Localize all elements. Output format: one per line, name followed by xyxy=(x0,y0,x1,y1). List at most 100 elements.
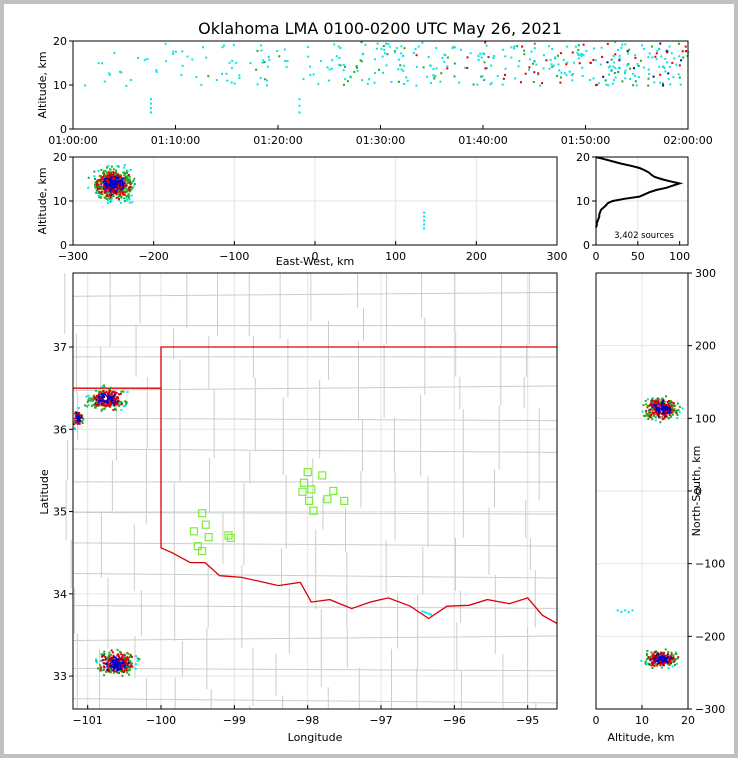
ew-height-source xyxy=(104,177,107,180)
plan-view-source xyxy=(73,417,76,420)
ew-height-source xyxy=(117,185,120,188)
ew-height-source xyxy=(104,179,107,182)
plan-view-xtick: −97 xyxy=(369,714,392,727)
time-height-source xyxy=(592,58,595,61)
ns-height-source xyxy=(664,405,667,408)
ew-height-source xyxy=(98,190,101,193)
plan-view-source xyxy=(120,663,123,666)
time-height-source xyxy=(554,56,557,59)
plan-view-source xyxy=(106,664,109,667)
ew-height-source xyxy=(104,181,107,183)
ew-height-source xyxy=(125,190,128,193)
time-height-source xyxy=(582,54,585,57)
ns-height-source xyxy=(668,658,671,660)
plan-view-source xyxy=(421,610,424,613)
ew-height-source xyxy=(101,193,104,196)
time-height-source xyxy=(263,61,266,64)
lma-station-marker xyxy=(224,531,233,540)
plan-view-source xyxy=(117,665,120,668)
plan-view-source xyxy=(134,667,137,670)
plan-view-source xyxy=(107,396,110,398)
ew-height-source xyxy=(109,200,112,203)
time-height-source xyxy=(129,79,132,81)
plan-view-source xyxy=(77,407,80,409)
time-height-source xyxy=(666,61,669,64)
plan-view-source xyxy=(125,667,128,670)
ew-height-source xyxy=(121,177,124,180)
ns-height-source xyxy=(676,417,679,420)
ns-height-source xyxy=(647,415,650,418)
time-height-source xyxy=(484,67,487,70)
time-height-source xyxy=(256,83,259,86)
ns-height-source xyxy=(652,658,655,661)
ns-height-panel: 0 10 20−300 −200 −100 0 100 200 300 North-South,… xyxy=(593,267,726,744)
plan-view-source xyxy=(84,404,87,407)
plan-view-xtick: −101 xyxy=(73,714,103,727)
time-height-source xyxy=(382,71,384,74)
ns-height-source xyxy=(667,403,670,406)
time-height-source xyxy=(677,73,680,76)
ns-height-source xyxy=(660,404,663,407)
plan-view-source xyxy=(97,396,100,399)
plan-view-source xyxy=(120,408,123,411)
plan-view-source xyxy=(100,409,103,412)
plan-view-source xyxy=(77,419,79,422)
plan-view-source xyxy=(76,421,79,424)
time-height-source xyxy=(579,53,581,56)
ns-height-source xyxy=(676,657,679,660)
time-height-source xyxy=(678,55,681,58)
ew-height-source xyxy=(111,177,114,180)
histogram-xtick: 0 xyxy=(593,250,600,263)
ew-height-source xyxy=(128,181,131,184)
ns-height-source xyxy=(646,406,649,409)
plan-view-source xyxy=(103,654,106,657)
time-height-source xyxy=(333,43,336,46)
time-height-source xyxy=(309,73,312,76)
plan-view-source xyxy=(121,654,124,656)
plan-view-source xyxy=(115,401,118,404)
ns-height-source xyxy=(651,663,654,666)
plan-view-source xyxy=(121,659,124,662)
plan-view-source xyxy=(78,422,81,425)
ew-height-source xyxy=(108,189,111,191)
plan-view-source xyxy=(79,419,82,422)
time-height-source xyxy=(228,61,231,64)
time-height-source xyxy=(581,75,584,77)
plan-view-source xyxy=(76,411,79,414)
plan-view-source xyxy=(114,664,117,667)
plan-view-source xyxy=(111,659,114,662)
time-height-source xyxy=(375,47,378,50)
ns-height-source xyxy=(659,421,662,424)
time-height-source xyxy=(143,58,146,61)
ew-height-source xyxy=(106,180,109,183)
plan-view-source xyxy=(116,666,119,669)
time-height-source xyxy=(394,51,397,54)
ew-height-ylabel: Altitude, km xyxy=(36,167,49,234)
ew-height-source xyxy=(99,193,102,196)
time-height-source xyxy=(577,48,580,51)
plan-view-source xyxy=(112,395,115,398)
plan-view-source xyxy=(99,664,102,667)
ew-height-source xyxy=(100,168,103,171)
plan-view-source xyxy=(116,670,118,673)
time-height-source xyxy=(548,45,550,48)
ns-height-source xyxy=(654,401,656,404)
time-height-source xyxy=(599,63,602,66)
plan-view-source xyxy=(127,658,130,661)
time-height-source xyxy=(317,83,320,86)
ew-height-source xyxy=(119,194,122,197)
plan-view-source xyxy=(106,656,109,659)
time-height-source xyxy=(636,63,639,66)
ns-height-source xyxy=(672,402,675,404)
plan-view-source xyxy=(427,612,430,615)
plan-view-xtick: −100 xyxy=(146,714,176,727)
ew-height-source xyxy=(104,170,107,173)
time-height-source xyxy=(581,53,584,56)
time-height-source xyxy=(502,77,505,80)
time-height-source xyxy=(356,69,359,72)
time-height-source xyxy=(532,62,534,65)
time-height-source xyxy=(517,65,520,68)
ns-height-source xyxy=(674,404,677,407)
ew-height-panel: −300 −200 −100 0 100 200 300 0 10 20 Altitude, km… xyxy=(36,151,568,268)
ns-height-source xyxy=(659,402,661,405)
